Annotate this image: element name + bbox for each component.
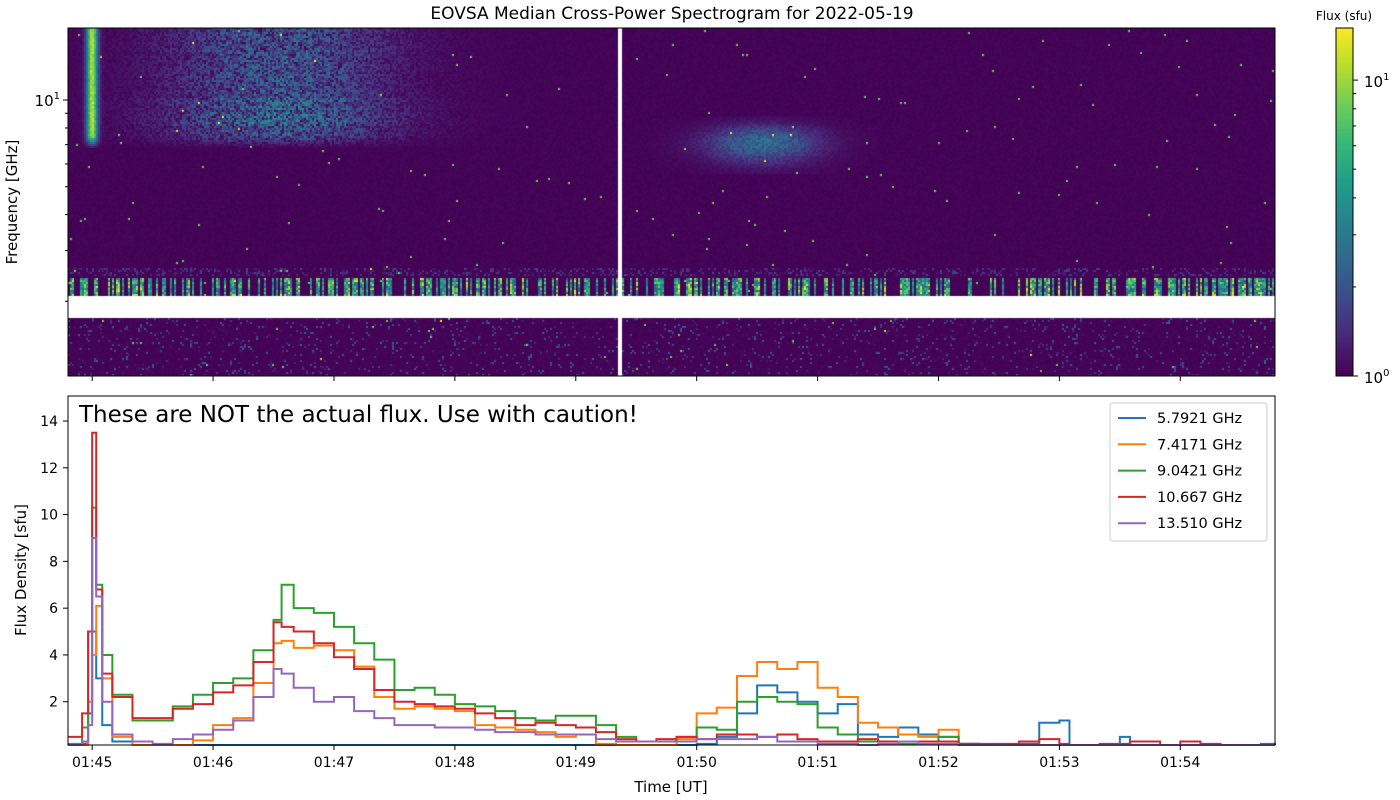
- flux-ytick-label: 10: [40, 508, 58, 524]
- spectrogram-image: [68, 28, 1275, 376]
- colorbar-frame: [1335, 27, 1354, 377]
- flux-lines: [68, 431, 1276, 746]
- flux-axes-frame: [67, 395, 1276, 746]
- series-line-4: [68, 536, 1275, 746]
- spectrogram-y-minor-ticks: [65, 112, 68, 302]
- colorbar-ticks: [1353, 79, 1358, 377]
- legend-label-0: 5.7921 GHz: [1157, 411, 1242, 427]
- flux-annotation: These are NOT the actual flux. Use with …: [78, 402, 638, 428]
- flux-x-label: Time [UT]: [633, 778, 707, 796]
- flux-xtick-label: 01:45: [72, 755, 112, 771]
- flux-xtick-label: 01:54: [1160, 755, 1200, 771]
- flux-ytick-label: 8: [49, 554, 58, 570]
- flux-xtick-label: 01:52: [918, 755, 958, 771]
- flux-ytick-label: 6: [49, 601, 58, 617]
- series-line-2: [68, 506, 1275, 746]
- spectrogram-axes-frame: [67, 27, 1276, 377]
- legend-label-2: 9.0421 GHz: [1157, 464, 1242, 480]
- flux-xtick-label: 01:49: [556, 755, 596, 771]
- flux-xtick-label: 01:48: [435, 755, 475, 771]
- flux-y-ticks: 2 4 6 8 10 12 14: [40, 414, 68, 711]
- flux-y-label: Flux Density [sfu]: [12, 504, 30, 636]
- colorbar-label: Flux (sfu): [1316, 9, 1372, 23]
- legend-label-4: 13.510 GHz: [1157, 516, 1242, 532]
- colorbar-gradient: [1336, 28, 1353, 376]
- series-line-1: [68, 604, 1275, 746]
- legend-label-3: 10.667 GHz: [1157, 490, 1242, 506]
- spectrogram-ytick-label: 101: [35, 91, 60, 110]
- flux-ytick-label: 4: [49, 648, 58, 664]
- flux-ytick-label: 14: [40, 414, 58, 430]
- colorbar-tick-label-10^0: 100: [1364, 368, 1389, 387]
- spectrogram-title: EOVSA Median Cross-Power Spectrogram for…: [430, 4, 913, 24]
- flux-x-ticks: 01:45 01:46 01:47 01:48 01:49 01:50 01:51 01:52…: [72, 745, 1201, 771]
- flux-xtick-label: 01:51: [797, 755, 837, 771]
- legend-label-1: 7.4171 GHz: [1157, 437, 1242, 453]
- series-line-0: [68, 630, 1276, 746]
- flux-ytick-label: 12: [40, 461, 58, 477]
- legend-box: [1109, 402, 1268, 542]
- flux-xtick-label: 01:46: [193, 755, 233, 771]
- spectrogram-y-label: Frequency [GHz]: [3, 140, 21, 265]
- flux-xtick-label: 01:50: [677, 755, 717, 771]
- flux-xtick-label: 01:47: [314, 755, 354, 771]
- series-line-3: [68, 431, 1275, 746]
- flux-xtick-label: 01:53: [1039, 755, 1079, 771]
- legend: 5.7921 GHz 7.4171 GHz 9.0421 GHz 10.667 GHz…: [1109, 402, 1268, 542]
- flux-ytick-label: 2: [49, 695, 58, 711]
- spectrogram-x-ticks: [91, 376, 1181, 381]
- colorbar-tick-label-10^1: 101: [1364, 72, 1389, 91]
